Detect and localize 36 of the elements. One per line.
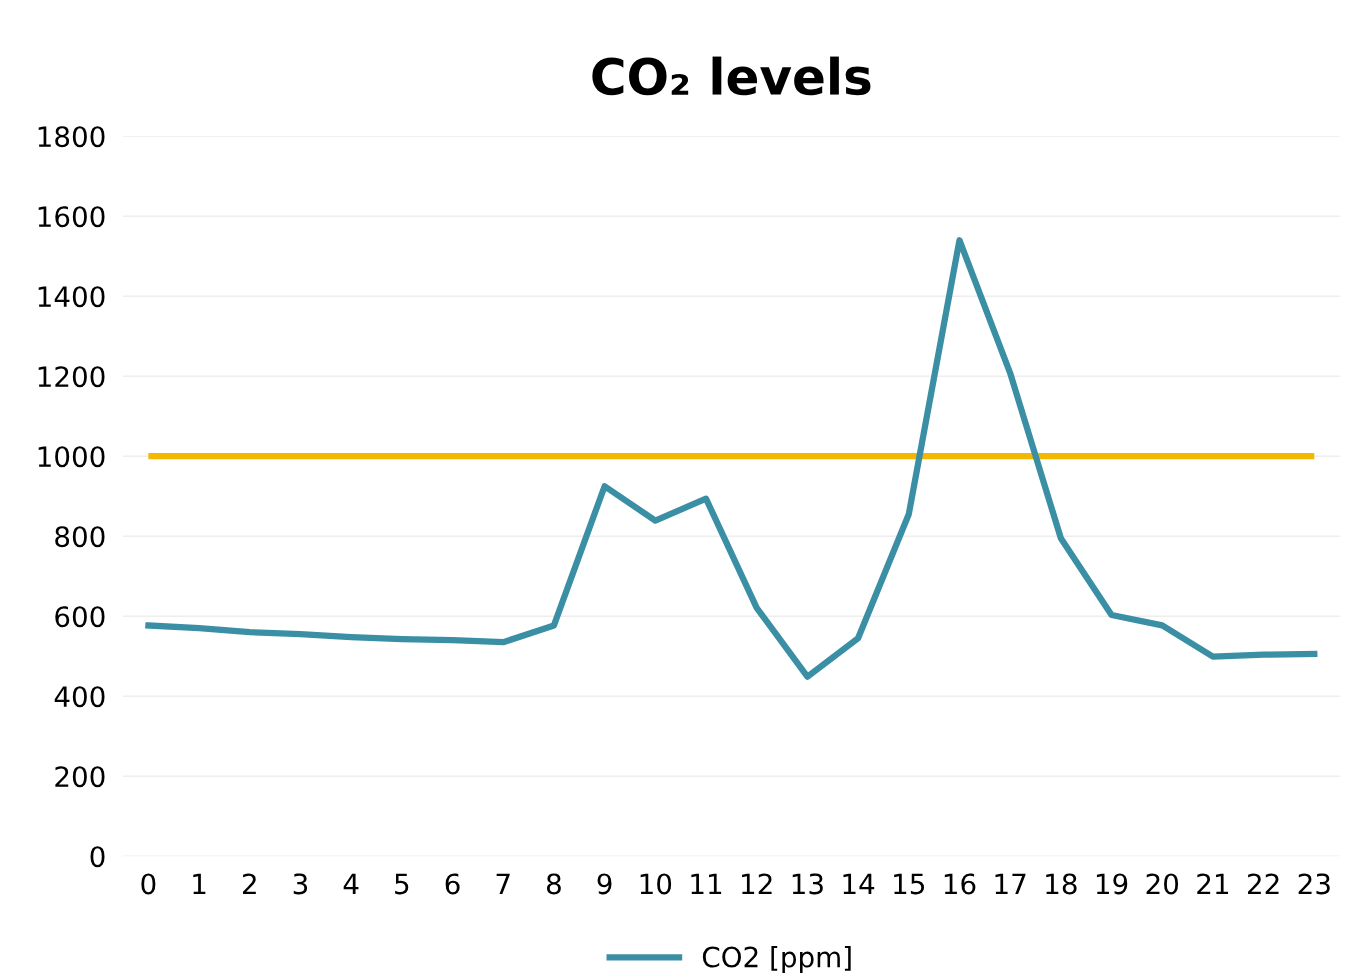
y-tick-label: 1400 xyxy=(38,286,105,308)
y-tick-label: 600 xyxy=(55,606,105,628)
x-tick-label: 8 xyxy=(546,873,561,895)
x-tick-label: 18 xyxy=(1046,873,1077,895)
x-tick-label: 16 xyxy=(944,873,976,895)
x-tick-label: 4 xyxy=(343,873,359,895)
x-tick-label: 21 xyxy=(1197,873,1229,895)
x-tick-label: 9 xyxy=(597,873,612,895)
x-tick-label: 14 xyxy=(843,873,875,895)
x-tick-label: 19 xyxy=(1096,873,1128,895)
x-tick-label: 10 xyxy=(640,873,672,895)
x-tick-label: 7 xyxy=(496,873,510,895)
legend-label: CO2 [ppm] xyxy=(702,946,851,973)
x-tick-label: 3 xyxy=(293,873,308,895)
y-tick-label: 1800 xyxy=(38,126,105,148)
chart-title: CO₂ levels xyxy=(592,56,871,96)
x-tick-label: 2 xyxy=(242,873,256,895)
y-tick-label: 1000 xyxy=(38,446,105,468)
y-tick-label: 1600 xyxy=(38,206,105,228)
y-tick-label: 800 xyxy=(55,526,105,548)
x-tick-label: 6 xyxy=(445,873,460,895)
x-tick-label: 5 xyxy=(395,873,409,895)
x-tick-label: 15 xyxy=(894,873,925,895)
x-tick-label: 23 xyxy=(1298,873,1330,895)
x-tick-label: 22 xyxy=(1247,873,1279,895)
y-tick-label: 400 xyxy=(54,686,105,708)
x-tick-label: 13 xyxy=(792,873,823,895)
x-tick-label: 12 xyxy=(742,873,772,895)
y-tick-label: 1200 xyxy=(38,366,105,388)
y-tick-label: 200 xyxy=(55,766,105,788)
x-tick-label: 0 xyxy=(141,873,156,895)
y-tick-label: 0 xyxy=(90,846,105,868)
x-tick-label: 20 xyxy=(1146,873,1179,895)
x-tick-label: 1 xyxy=(193,873,206,895)
x-tick-label: 17 xyxy=(995,873,1026,895)
x-tick-label: 11 xyxy=(691,873,722,895)
